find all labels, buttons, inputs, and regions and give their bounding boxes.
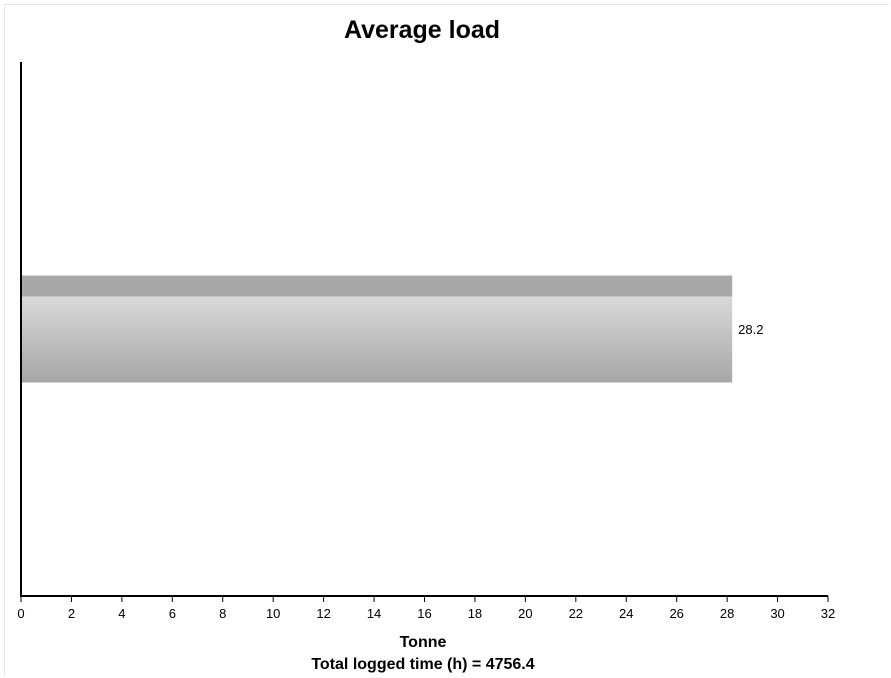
- bar-top-band: [21, 275, 733, 297]
- x-tick-label: 18: [468, 606, 482, 621]
- x-tick-label: 0: [17, 606, 24, 621]
- x-tick-label: 12: [316, 606, 330, 621]
- x-tick-label: 22: [569, 606, 583, 621]
- chart-title: Average load: [344, 16, 500, 44]
- x-tick-label: 20: [518, 606, 532, 621]
- x-axis-ticks: 0 2 4 6 8 10 12 14 16 18 20 22 24 26 28 30 32: [17, 596, 835, 621]
- x-tick-label: 28: [720, 606, 734, 621]
- x-axis-title: Tonne: [400, 634, 447, 651]
- x-tick-label: 16: [417, 606, 431, 621]
- bar-value-label: 28.2: [738, 322, 763, 337]
- x-tick-label: 2: [68, 606, 75, 621]
- bars-layer: 28.2: [21, 275, 763, 383]
- x-tick-label: 10: [266, 606, 280, 621]
- x-tick-label: 6: [169, 606, 176, 621]
- x-tick-label: 32: [821, 606, 835, 621]
- x-tick-label: 4: [118, 606, 125, 621]
- x-tick-label: 30: [770, 606, 784, 621]
- x-tick-label: 8: [219, 606, 226, 621]
- chart-frame: [4, 4, 889, 676]
- total-logged-time-label: Total logged time (h) = 4756.4: [311, 656, 534, 673]
- x-tick-label: 24: [619, 606, 633, 621]
- x-tick-label: 14: [367, 606, 381, 621]
- x-tick-label: 26: [669, 606, 683, 621]
